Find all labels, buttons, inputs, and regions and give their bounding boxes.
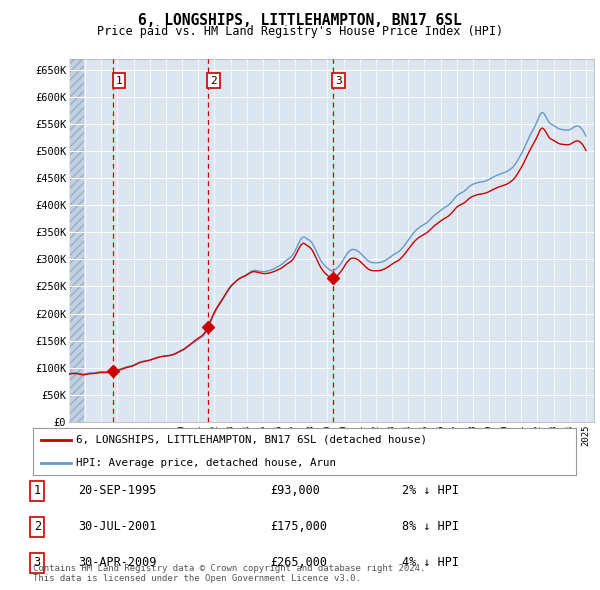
Text: 1: 1 [34, 484, 41, 497]
Text: £93,000: £93,000 [270, 484, 320, 497]
Text: 6, LONGSHIPS, LITTLEHAMPTON, BN17 6SL: 6, LONGSHIPS, LITTLEHAMPTON, BN17 6SL [138, 13, 462, 28]
Text: £265,000: £265,000 [270, 556, 327, 569]
Text: 8% ↓ HPI: 8% ↓ HPI [402, 520, 459, 533]
Text: 1: 1 [116, 76, 122, 86]
Text: 4% ↓ HPI: 4% ↓ HPI [402, 556, 459, 569]
Text: 3: 3 [34, 556, 41, 569]
Text: Contains HM Land Registry data © Crown copyright and database right 2024.
This d: Contains HM Land Registry data © Crown c… [33, 563, 425, 583]
Text: 3: 3 [335, 76, 342, 86]
Text: Price paid vs. HM Land Registry's House Price Index (HPI): Price paid vs. HM Land Registry's House … [97, 25, 503, 38]
Text: 30-APR-2009: 30-APR-2009 [78, 556, 157, 569]
Text: HPI: Average price, detached house, Arun: HPI: Average price, detached house, Arun [76, 458, 337, 468]
Text: 6, LONGSHIPS, LITTLEHAMPTON, BN17 6SL (detached house): 6, LONGSHIPS, LITTLEHAMPTON, BN17 6SL (d… [76, 435, 427, 444]
Text: 2: 2 [34, 520, 41, 533]
Text: 2: 2 [210, 76, 217, 86]
Text: 2% ↓ HPI: 2% ↓ HPI [402, 484, 459, 497]
Text: 20-SEP-1995: 20-SEP-1995 [78, 484, 157, 497]
Text: £175,000: £175,000 [270, 520, 327, 533]
Text: 30-JUL-2001: 30-JUL-2001 [78, 520, 157, 533]
